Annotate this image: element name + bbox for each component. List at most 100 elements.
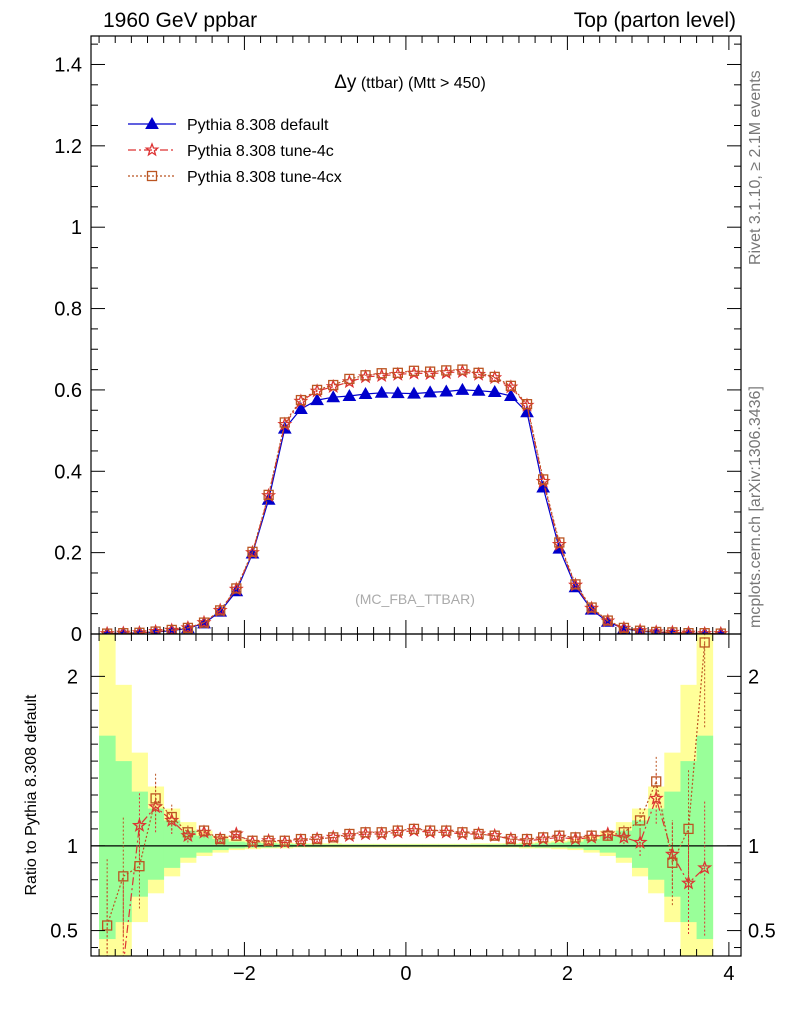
legend-marker-1	[144, 142, 160, 157]
main-series-group	[99, 363, 729, 634]
ratio-data-point	[681, 875, 696, 890]
ratio-content	[91, 634, 741, 970]
data-point	[684, 626, 693, 634]
ratio-data-point	[473, 828, 484, 840]
data-point	[667, 627, 678, 634]
ratio-data-point	[441, 825, 452, 836]
legend-marker-2	[146, 170, 158, 182]
data-point	[699, 628, 710, 634]
ratio-data-point	[101, 959, 113, 970]
data-point	[618, 622, 630, 634]
data-point	[602, 615, 613, 626]
y-tick-label: 1.2	[54, 136, 82, 158]
main-plot-title: Δy (ttbar) (Mtt > 450)	[334, 72, 486, 93]
band-green	[567, 841, 584, 849]
ratio-data-point	[376, 827, 387, 838]
data-point	[118, 628, 129, 634]
y-tick-label: 0.2	[54, 543, 82, 565]
data-point	[538, 474, 549, 485]
data-point	[342, 389, 357, 402]
header-energy-label: 1960 GeV ppbar	[103, 9, 257, 32]
title-selection: (ttbar) (Mtt > 450)	[356, 75, 485, 92]
ratio-series-line-1	[106, 642, 706, 926]
data-point	[231, 583, 242, 594]
ratio-data-point	[295, 833, 307, 845]
data-point	[279, 417, 290, 428]
mcplots-label: mcplots.cern.ch [arXiv:1306.3436]	[747, 386, 764, 628]
data-point	[473, 367, 484, 378]
ratio-data-point	[538, 832, 549, 843]
ratio-data-point	[618, 827, 630, 838]
data-point	[570, 579, 581, 590]
data-point	[683, 628, 694, 634]
ratio-data-point	[215, 833, 226, 845]
ratio-data-point	[231, 830, 242, 841]
data-point	[439, 384, 454, 397]
ratio-y-tick-label-right: 2	[748, 666, 759, 688]
legend-label-1: Pythia 8.308 tune-4c	[187, 143, 334, 160]
ratio-data-point	[166, 811, 177, 823]
band-green	[212, 839, 229, 851]
analysis-watermark: (MC_FBA_TTBAR)	[355, 591, 475, 607]
ratio-data-point	[602, 830, 613, 841]
data-point	[358, 386, 373, 399]
data-point	[326, 390, 341, 403]
ratio-data-point	[148, 799, 164, 814]
y-tick-label: 1	[71, 217, 82, 239]
band-green	[163, 820, 181, 868]
data-point	[471, 383, 486, 396]
data-point	[150, 626, 161, 634]
ratio-data-point	[118, 959, 129, 970]
band-green	[583, 839, 601, 851]
ratio-data-point	[634, 815, 646, 826]
ratio-data-point	[263, 835, 274, 846]
data-point	[521, 399, 533, 410]
data-point	[374, 385, 389, 398]
ratio-data-point	[586, 830, 597, 841]
ratio-data-point	[247, 835, 258, 846]
data-point	[166, 624, 177, 634]
ratio-data-point	[279, 835, 290, 846]
data-point	[360, 370, 371, 381]
x-tick-label: −2	[233, 963, 256, 985]
ratio-y-axis-label: Ratio to Pythia 8.308 default	[23, 694, 40, 896]
data-point	[407, 386, 421, 399]
y-tick-label: 1.4	[54, 54, 82, 76]
ratio-data-point	[101, 920, 113, 931]
data-point	[376, 368, 387, 379]
data-point	[344, 373, 355, 385]
ratio-y-tick-label: 0.5	[50, 921, 78, 943]
legend-label-2: Pythia 8.308 tune-4cx	[187, 169, 342, 186]
title-delta-y: Δy	[334, 72, 357, 93]
data-point	[118, 626, 128, 634]
band-green	[551, 842, 568, 848]
legend: Pythia 8.308 default Pythia 8.308 tune-4c…	[128, 116, 342, 186]
data-point	[423, 385, 437, 398]
ratio-y-tick-label-right: 0.5	[748, 921, 776, 943]
y-tick-label: 0.6	[54, 380, 82, 402]
data-point	[554, 537, 565, 548]
data-point	[455, 382, 470, 395]
band-green	[648, 808, 665, 880]
data-point	[390, 386, 405, 399]
data-point	[441, 365, 452, 376]
ratio-data-point	[118, 871, 129, 882]
ratio-data-point	[311, 833, 323, 845]
ratio-data-point	[667, 857, 678, 868]
data-point	[311, 384, 323, 396]
x-tick-label: 4	[723, 963, 734, 985]
band-green	[115, 761, 132, 923]
ratio-data-point	[632, 834, 648, 849]
ratio-data-point	[182, 827, 194, 838]
ratio-data-point	[134, 861, 145, 872]
legend-label-0: Pythia 8.308 default	[187, 117, 329, 134]
header-process-label: Top (parton level)	[574, 9, 736, 32]
band-green	[195, 835, 213, 853]
ratio-y-tick-label-right: 1	[748, 836, 759, 858]
y-tick-label: 0	[71, 624, 82, 646]
y-tick-label: 0.8	[54, 299, 82, 321]
ratio-data-point	[570, 832, 581, 843]
series-line-2	[107, 368, 721, 634]
band-green	[696, 735, 714, 940]
ratio-data-point	[683, 823, 694, 835]
